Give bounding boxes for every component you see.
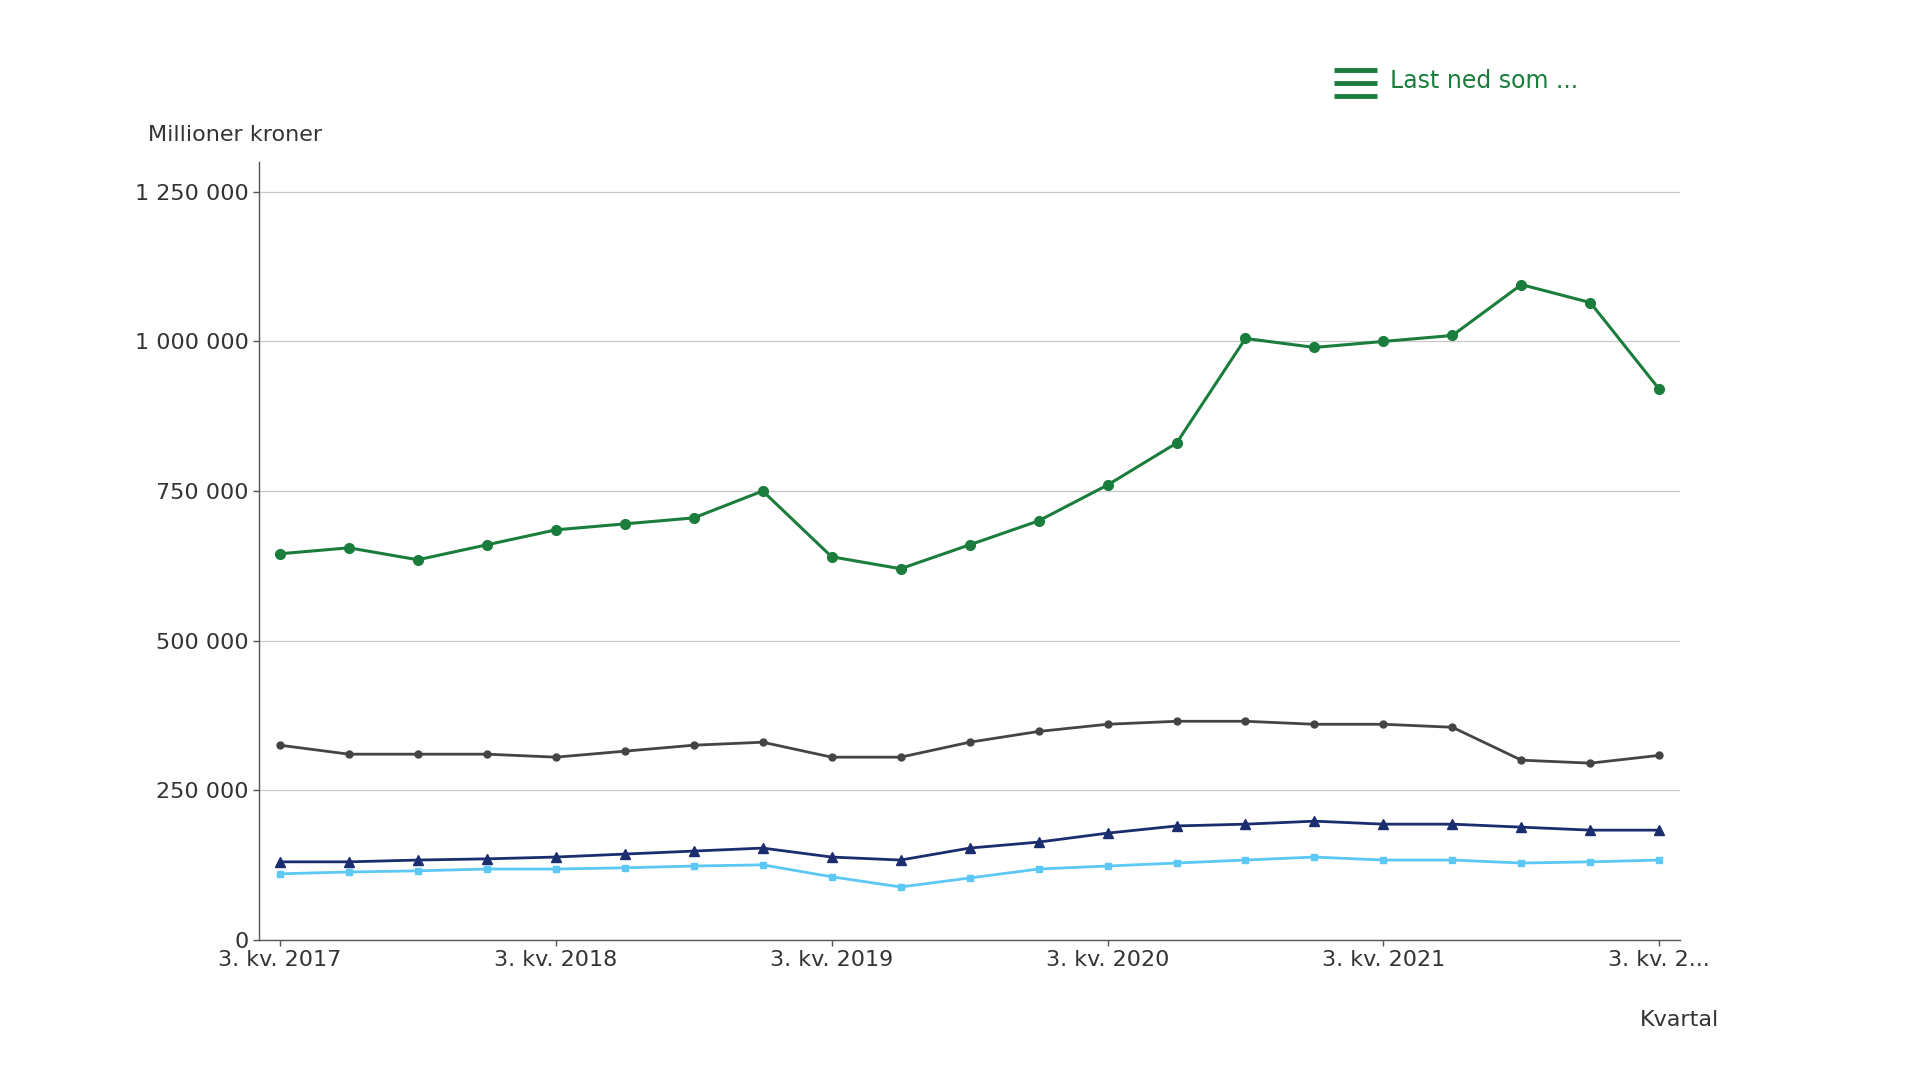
Obligasjonsfond <box>1578 757 1601 770</box>
Line: Pengemarkedsfond: Pengemarkedsfond <box>276 853 1663 890</box>
Text: Last ned som ...: Last ned som ... <box>1390 69 1578 93</box>
Obligasjonsfond <box>269 739 292 752</box>
X-axis label: Kvartal: Kvartal <box>1640 1010 1720 1029</box>
Andre fond <box>1027 836 1050 849</box>
Obligasjonsfond <box>820 751 843 764</box>
Pengemarkedsfond <box>338 865 361 878</box>
Andre fond <box>1096 826 1119 839</box>
Obligasjonsfond <box>1647 748 1670 761</box>
Pengemarkedsfond <box>1647 853 1670 866</box>
Pengemarkedsfond <box>889 880 912 893</box>
Andre fond <box>751 841 774 854</box>
Obligasjonsfond <box>1304 718 1327 731</box>
Obligasjonsfond <box>543 751 566 764</box>
Obligasjonsfond <box>1509 754 1532 767</box>
Andre fond <box>476 852 499 865</box>
Obligasjonsfond <box>1027 725 1050 738</box>
Pengemarkedsfond <box>682 860 705 873</box>
Pengemarkedsfond <box>1578 855 1601 868</box>
Aksjefond <box>751 485 774 498</box>
Obligasjonsfond <box>682 739 705 752</box>
Aksjefond <box>1440 329 1463 342</box>
Line: Obligasjonsfond: Obligasjonsfond <box>276 718 1663 767</box>
Aksjefond <box>1578 296 1601 309</box>
Obligasjonsfond <box>1235 715 1258 728</box>
Andre fond <box>338 855 361 868</box>
Andre fond <box>612 848 636 861</box>
Andre fond <box>1165 820 1188 833</box>
Aksjefond <box>476 538 499 551</box>
Andre fond <box>889 853 912 866</box>
Andre fond <box>958 841 981 854</box>
Pengemarkedsfond <box>1440 853 1463 866</box>
Andre fond <box>1509 821 1532 834</box>
Andre fond <box>543 851 566 864</box>
Pengemarkedsfond <box>1165 856 1188 869</box>
Obligasjonsfond <box>1373 718 1396 731</box>
Aksjefond <box>820 551 843 564</box>
Obligasjonsfond <box>476 747 499 760</box>
Pengemarkedsfond <box>476 863 499 876</box>
Andre fond <box>1647 824 1670 837</box>
Pengemarkedsfond <box>751 859 774 872</box>
Pengemarkedsfond <box>269 867 292 880</box>
Text: Millioner kroner: Millioner kroner <box>148 124 323 145</box>
Line: Andre fond: Andre fond <box>275 816 1665 867</box>
Aksjefond <box>1165 436 1188 449</box>
Andre fond <box>407 853 430 866</box>
Aksjefond <box>338 541 361 554</box>
Legend: Aksjefond, Obligasjonsfond, Pengemarkedsfond, Andre fond: Aksjefond, Obligasjonsfond, Pengemarkeds… <box>474 1071 1465 1080</box>
Andre fond <box>1235 818 1258 831</box>
Pengemarkedsfond <box>407 864 430 877</box>
Obligasjonsfond <box>612 745 636 758</box>
Aksjefond <box>1235 332 1258 345</box>
Aksjefond <box>612 517 636 530</box>
Obligasjonsfond <box>338 747 361 760</box>
Pengemarkedsfond <box>820 870 843 883</box>
Pengemarkedsfond <box>1373 853 1396 866</box>
Aksjefond <box>269 548 292 561</box>
Andre fond <box>1304 814 1327 827</box>
Aksjefond <box>407 553 430 566</box>
Pengemarkedsfond <box>1235 853 1258 866</box>
Aksjefond <box>1509 279 1532 292</box>
Andre fond <box>269 855 292 868</box>
Pengemarkedsfond <box>543 863 566 876</box>
Obligasjonsfond <box>407 747 430 760</box>
Andre fond <box>1373 818 1396 831</box>
Aksjefond <box>682 512 705 525</box>
Aksjefond <box>1647 382 1670 395</box>
Andre fond <box>1440 818 1463 831</box>
Obligasjonsfond <box>751 735 774 748</box>
Obligasjonsfond <box>1096 718 1119 731</box>
Andre fond <box>1578 824 1601 837</box>
Aksjefond <box>1373 335 1396 348</box>
Pengemarkedsfond <box>958 872 981 885</box>
Obligasjonsfond <box>1440 720 1463 733</box>
Andre fond <box>820 851 843 864</box>
Aksjefond <box>543 524 566 537</box>
Aksjefond <box>1096 478 1119 491</box>
Aksjefond <box>1027 514 1050 527</box>
Obligasjonsfond <box>958 735 981 748</box>
Pengemarkedsfond <box>1304 851 1327 864</box>
Aksjefond <box>958 538 981 551</box>
Aksjefond <box>889 563 912 576</box>
Andre fond <box>682 845 705 858</box>
Line: Aksjefond: Aksjefond <box>275 280 1665 573</box>
Pengemarkedsfond <box>1027 863 1050 876</box>
Pengemarkedsfond <box>1509 856 1532 869</box>
Obligasjonsfond <box>1165 715 1188 728</box>
Pengemarkedsfond <box>1096 860 1119 873</box>
Pengemarkedsfond <box>612 862 636 875</box>
Obligasjonsfond <box>889 751 912 764</box>
Aksjefond <box>1304 341 1327 354</box>
